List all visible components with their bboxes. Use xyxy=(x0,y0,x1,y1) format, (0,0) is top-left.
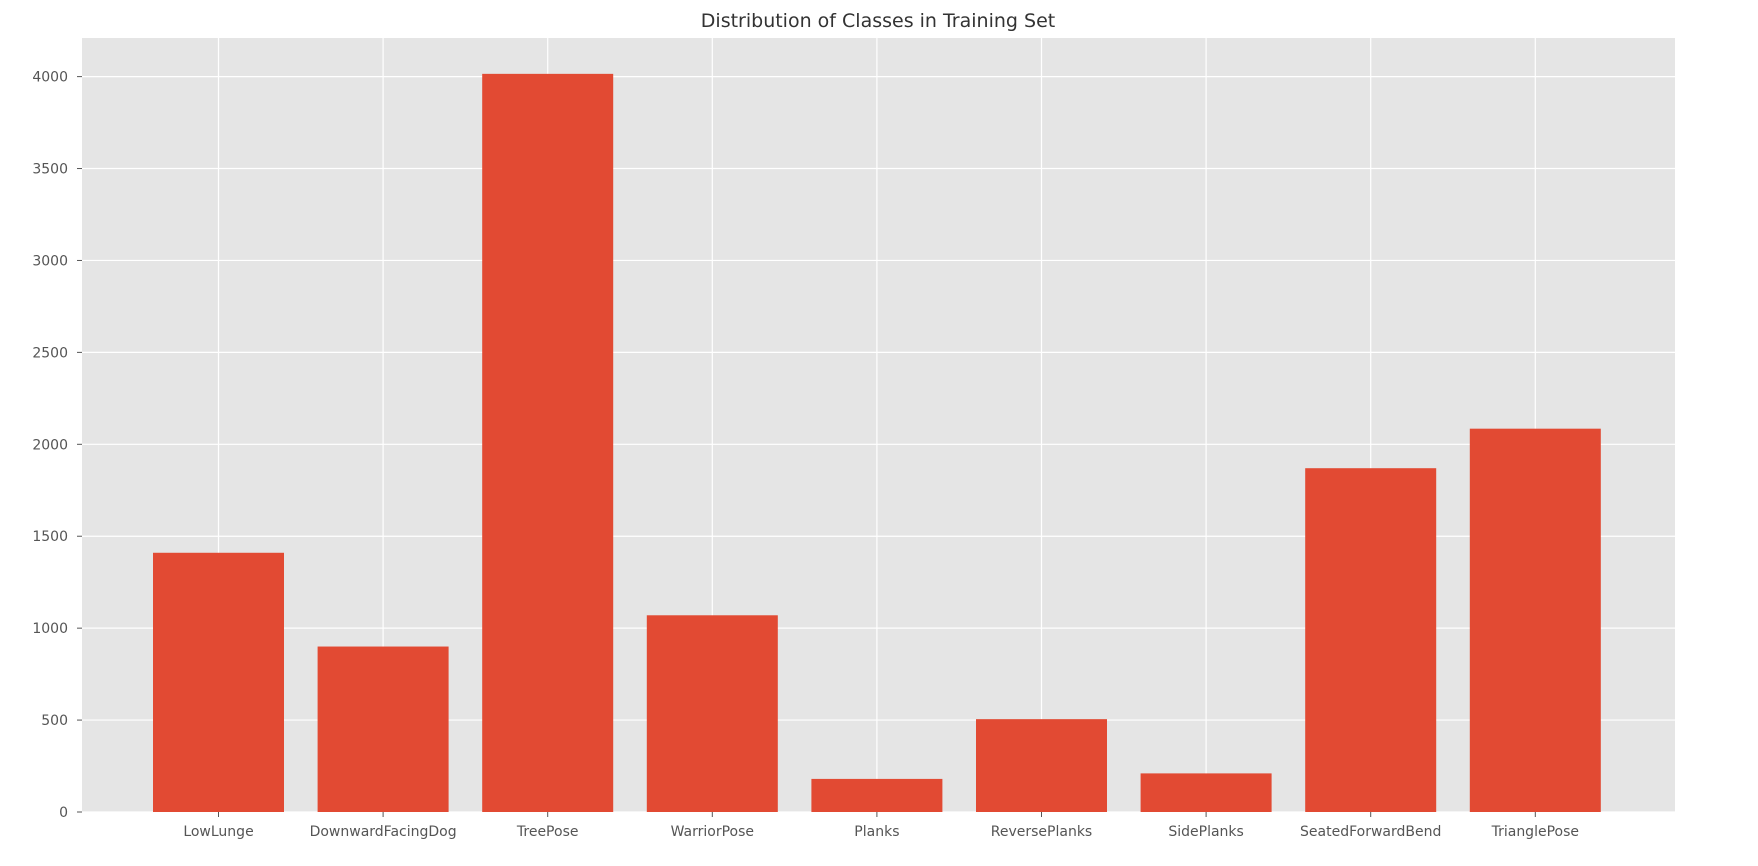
x-tick-label: Planks xyxy=(854,824,899,840)
x-tick-label: WarriorPose xyxy=(671,824,754,840)
y-axis: 0 500 1000 1500 2000 2500 3000 3500 4000 xyxy=(32,70,82,821)
x-tick-label: DownwardFacingDog xyxy=(310,824,457,840)
y-tick-label: 1000 xyxy=(32,621,68,637)
bar-planks xyxy=(811,778,943,812)
bar-lowlunge xyxy=(153,552,284,812)
bar-reverseplanks xyxy=(976,719,1107,812)
x-tick-label: TrianglePose xyxy=(1491,824,1579,840)
x-tick-label: SidePlanks xyxy=(1168,824,1243,840)
x-tick-label: LowLunge xyxy=(183,824,253,840)
bar-downwardfacingdog xyxy=(317,646,449,812)
y-tick-label: 500 xyxy=(41,713,68,729)
y-tick-label: 1500 xyxy=(32,529,68,545)
bar-warriorpose xyxy=(646,615,778,812)
y-tick-label: 4000 xyxy=(32,70,68,86)
bar-trianglepose xyxy=(1469,428,1601,812)
bars xyxy=(153,73,1601,813)
x-axis: LowLunge DownwardFacingDog TreePose Warrior… xyxy=(183,812,1579,840)
x-tick-label: ReversePlanks xyxy=(991,824,1092,840)
chart-title: Distribution of Classes in Training Set xyxy=(701,10,1055,32)
y-tick-label: 0 xyxy=(59,805,68,821)
bar-treepose xyxy=(482,73,614,813)
bar-seatedforwardbend xyxy=(1305,468,1437,812)
y-tick-label: 2000 xyxy=(32,437,68,453)
x-tick-label: SeatedForwardBend xyxy=(1300,824,1441,840)
y-tick-label: 3500 xyxy=(32,162,68,178)
x-tick-label: TreePose xyxy=(516,824,579,840)
y-tick-label: 3000 xyxy=(32,253,68,269)
y-tick-label: 2500 xyxy=(32,345,68,361)
bar-sideplanks xyxy=(1140,773,1272,812)
